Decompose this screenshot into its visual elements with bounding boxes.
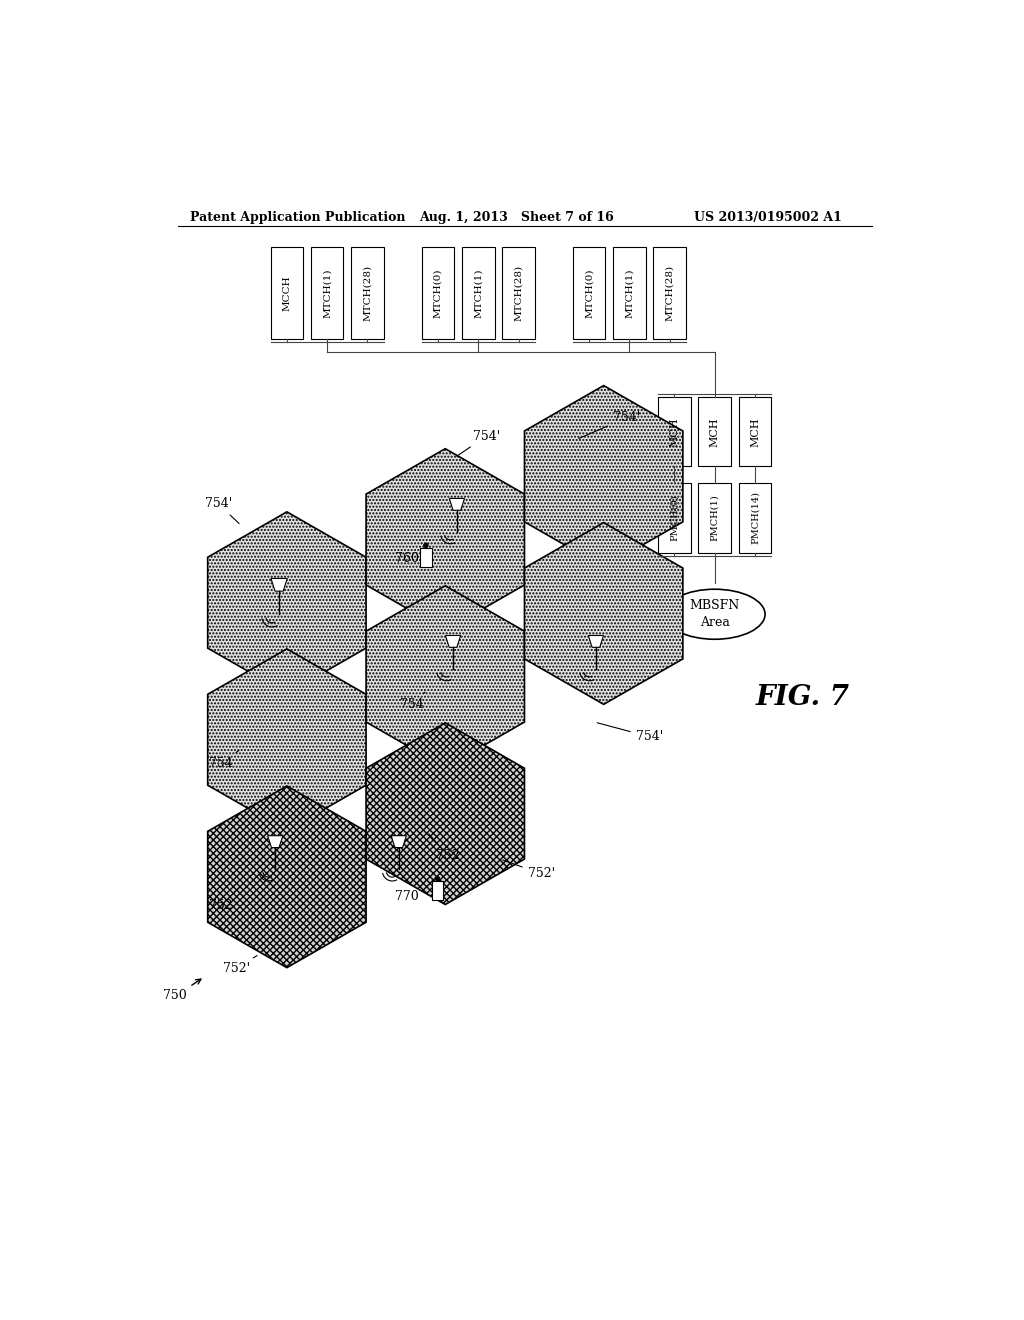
Text: 750: 750 — [164, 979, 201, 1002]
Text: MTCH(1): MTCH(1) — [323, 268, 332, 318]
Bar — [738, 397, 771, 466]
Text: 754': 754' — [205, 498, 240, 524]
Text: 752: 752 — [429, 834, 460, 862]
Text: 754': 754' — [457, 429, 500, 457]
Bar — [431, 882, 443, 900]
Bar — [422, 247, 455, 339]
Polygon shape — [271, 578, 288, 591]
Polygon shape — [391, 836, 407, 847]
Bar — [351, 247, 384, 339]
Text: FIG. 7: FIG. 7 — [756, 684, 850, 710]
Bar — [738, 483, 771, 553]
Text: MCH: MCH — [670, 417, 679, 446]
Text: MTCH(0): MTCH(0) — [585, 268, 594, 318]
Text: Patent Application Publication: Patent Application Publication — [190, 211, 406, 224]
Text: MCH: MCH — [710, 417, 720, 446]
Bar — [698, 397, 731, 466]
Text: MTCH(1): MTCH(1) — [474, 268, 482, 318]
Text: Aug. 1, 2013   Sheet 7 of 16: Aug. 1, 2013 Sheet 7 of 16 — [419, 211, 613, 224]
Text: PMCH(0): PMCH(0) — [670, 495, 679, 541]
Circle shape — [435, 876, 439, 880]
Text: 752': 752' — [503, 861, 555, 880]
Polygon shape — [208, 649, 366, 830]
Polygon shape — [267, 836, 283, 847]
Bar — [658, 397, 690, 466]
Text: PMCH(14): PMCH(14) — [751, 491, 760, 544]
Polygon shape — [366, 449, 524, 631]
Polygon shape — [366, 723, 524, 904]
Text: 752': 752' — [223, 956, 257, 975]
Text: MTCH(1): MTCH(1) — [625, 268, 634, 318]
Text: 754': 754' — [579, 412, 640, 438]
Polygon shape — [208, 785, 366, 968]
Text: 770: 770 — [395, 890, 419, 903]
Bar — [311, 247, 343, 339]
Bar — [658, 483, 690, 553]
Bar — [462, 247, 495, 339]
Text: 760: 760 — [395, 552, 419, 565]
Text: MCCH: MCCH — [283, 276, 292, 312]
Text: MTCH(0): MTCH(0) — [433, 268, 442, 318]
Bar — [503, 247, 535, 339]
Text: 754': 754' — [597, 723, 663, 743]
Bar — [613, 247, 646, 339]
Text: 752: 752 — [209, 888, 240, 912]
Polygon shape — [450, 499, 465, 511]
Text: MCH: MCH — [750, 417, 760, 446]
Text: MTCH(28): MTCH(28) — [362, 265, 372, 321]
Text: 754: 754 — [399, 692, 425, 711]
Circle shape — [424, 544, 428, 548]
Bar — [270, 247, 303, 339]
Polygon shape — [589, 635, 603, 647]
Polygon shape — [445, 635, 461, 647]
Bar — [698, 483, 731, 553]
Bar — [572, 247, 605, 339]
Polygon shape — [208, 512, 366, 693]
Text: MTCH(28): MTCH(28) — [514, 265, 523, 321]
Polygon shape — [524, 523, 683, 705]
Bar — [653, 247, 686, 339]
Polygon shape — [524, 385, 683, 568]
Text: MBSFN
Area: MBSFN Area — [689, 599, 739, 630]
Polygon shape — [366, 586, 524, 767]
Text: PMCH(1): PMCH(1) — [711, 495, 719, 541]
Ellipse shape — [665, 589, 765, 639]
Bar — [420, 548, 432, 566]
Text: 754: 754 — [209, 751, 239, 770]
Text: MTCH(28): MTCH(28) — [666, 265, 674, 321]
Text: US 2013/0195002 A1: US 2013/0195002 A1 — [693, 211, 842, 224]
